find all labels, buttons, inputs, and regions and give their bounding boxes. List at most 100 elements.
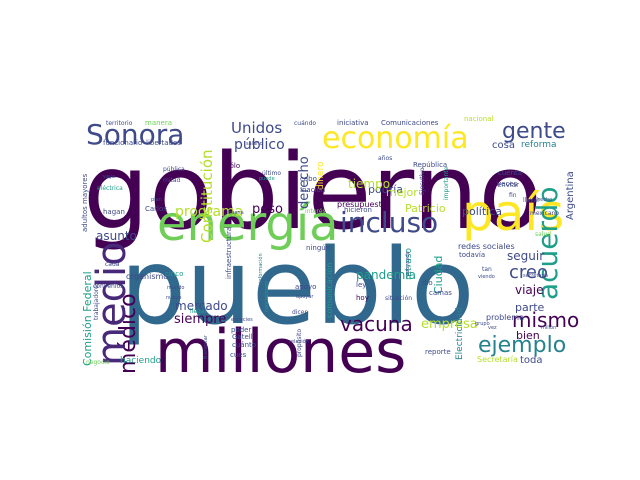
cloud-word: eléctrica bbox=[97, 185, 123, 192]
cloud-word: Bienestar bbox=[203, 334, 209, 359]
cloud-word: creo bbox=[509, 262, 548, 283]
cloud-word: apoyo bbox=[295, 283, 316, 291]
cloud-word: fin bbox=[509, 192, 517, 199]
cloud-word: ejemplo bbox=[478, 333, 566, 358]
cloud-word: asunto bbox=[96, 229, 137, 243]
cloud-word: mitad bbox=[163, 177, 181, 184]
cloud-word: poder bbox=[231, 326, 251, 334]
cloud-word: Patricio bbox=[405, 202, 446, 215]
cloud-word: gobierno bbox=[83, 131, 542, 253]
cloud-word: incluso bbox=[340, 206, 438, 239]
cloud-word: enviar bbox=[497, 181, 519, 189]
cloud-word: viendo bbox=[478, 274, 495, 280]
cloud-word: parte bbox=[515, 301, 545, 314]
cloud-word: toda bbox=[520, 355, 543, 366]
cloud-word: camas bbox=[429, 289, 452, 297]
cloud-word: convenios bbox=[93, 283, 123, 290]
cloud-word: ningún bbox=[306, 244, 330, 252]
cloud-word: trabajadores bbox=[93, 282, 100, 320]
cloud-word: territorio bbox=[106, 120, 133, 127]
cloud-word: años bbox=[378, 155, 392, 162]
cloud-word: apoyar bbox=[296, 294, 314, 300]
cloud-word: gente bbox=[502, 119, 566, 144]
cloud-word: retraso bbox=[404, 248, 414, 280]
cloud-word: sólo bbox=[226, 162, 240, 170]
cloud-word: cuánto bbox=[232, 341, 256, 349]
cloud-word: último bbox=[262, 170, 281, 177]
cloud-word: situación bbox=[385, 295, 412, 302]
cloud-word: hecho bbox=[537, 197, 552, 203]
cloud-word: cinco bbox=[165, 270, 183, 278]
cloud-word: economía bbox=[322, 121, 469, 156]
cloud-word: especies bbox=[231, 317, 253, 323]
cloud-word: infraestructura bbox=[225, 227, 233, 279]
cloud-word: país bbox=[462, 184, 564, 242]
cloud-word: mismo bbox=[512, 308, 579, 332]
cloud-word: Unidos bbox=[231, 119, 282, 137]
cloud-word: problema bbox=[486, 313, 524, 322]
cloud-word: llegar bbox=[190, 308, 208, 315]
cloud-word: haciendo bbox=[120, 356, 162, 366]
cloud-word: importante bbox=[443, 166, 450, 200]
cloud-word: cada bbox=[105, 261, 120, 268]
cloud-word: Comunicaciones bbox=[381, 119, 439, 127]
cloud-word: cosa bbox=[492, 140, 515, 151]
cloud-word: negocio bbox=[86, 359, 110, 366]
cloud-word: hoy bbox=[356, 294, 369, 302]
cloud-word: Carlos bbox=[145, 205, 167, 213]
cloud-word: tiempo bbox=[348, 177, 390, 191]
cloud-word: llevar bbox=[523, 197, 540, 204]
cloud-word: relación bbox=[289, 338, 309, 345]
cloud-word: Electricidad bbox=[455, 307, 465, 360]
cloud-word: iniciativa bbox=[337, 119, 369, 127]
cloud-word: salario bbox=[246, 141, 263, 147]
cloud-word: concesiones bbox=[264, 281, 270, 312]
cloud-word: mundo bbox=[167, 285, 184, 291]
cloud-word: todavía bbox=[459, 251, 485, 259]
cloud-word: funcionario bbox=[103, 139, 142, 147]
cloud-word: vaya bbox=[103, 174, 115, 180]
cloud-word: nuevo bbox=[166, 295, 181, 301]
cloud-word: ley bbox=[356, 281, 366, 289]
cloud-word: presupuesto bbox=[337, 200, 387, 209]
cloud-word: hicieron bbox=[344, 206, 372, 214]
cloud-word: política bbox=[462, 205, 502, 218]
cloud-word: redes sociales bbox=[458, 242, 515, 251]
cloud-word: pública bbox=[163, 166, 185, 173]
cloud-word: millones bbox=[155, 317, 406, 387]
cloud-word: pandemia bbox=[356, 268, 416, 282]
cloud-word: plan bbox=[151, 197, 162, 203]
cloud-word: dio bbox=[422, 279, 433, 287]
cloud-word: Gatell bbox=[232, 333, 253, 341]
cloud-word: Comisión Federal bbox=[81, 271, 94, 366]
cloud-word: siempre bbox=[174, 312, 226, 327]
cloud-word: viaje bbox=[515, 283, 544, 297]
cloud-word: dicen bbox=[292, 309, 308, 316]
cloud-word: bien bbox=[516, 329, 540, 342]
cloud-word: vacuna bbox=[340, 312, 413, 336]
cloud-word: millón bbox=[541, 324, 556, 331]
cloud-word: información bbox=[257, 253, 264, 283]
cloud-word: puede bbox=[259, 176, 275, 182]
cloud-word: empresa bbox=[421, 317, 478, 332]
cloud-word: salud bbox=[535, 231, 551, 238]
cloud-word: secretaria bbox=[523, 273, 548, 279]
cloud-word: vez bbox=[488, 325, 497, 331]
cloud-word: dinero bbox=[316, 161, 326, 190]
cloud-word: medio bbox=[89, 241, 135, 366]
cloud-word: reforma bbox=[521, 140, 557, 150]
cloud-word: apoyando bbox=[405, 251, 411, 276]
cloud-word: manera bbox=[145, 119, 172, 127]
cloud-word: mercado bbox=[175, 299, 228, 313]
cloud-word: libertades bbox=[146, 139, 181, 147]
cloud-word: adultos mayores bbox=[81, 173, 89, 232]
cloud-word: cabo bbox=[300, 175, 317, 183]
cloud-word: derecho bbox=[297, 156, 312, 209]
cloud-word: nacional bbox=[464, 115, 494, 123]
cloud-word: cuenta bbox=[498, 169, 522, 177]
cloud-word: Secretaría bbox=[477, 355, 518, 364]
cloud-word: tan bbox=[482, 266, 492, 273]
cloud-word: nación bbox=[302, 186, 325, 194]
